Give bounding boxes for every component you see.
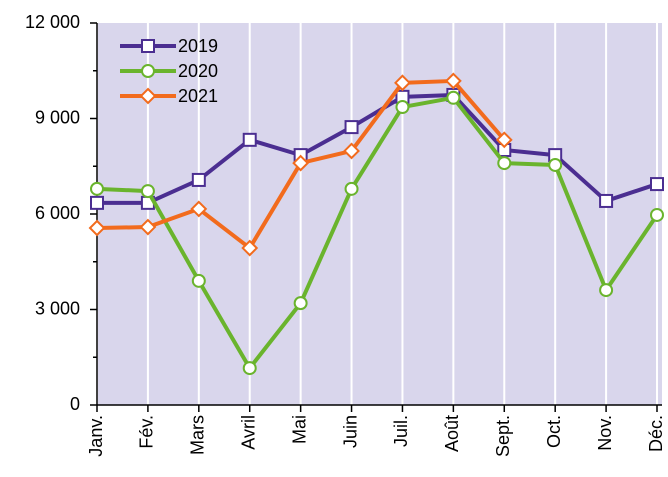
y-tick-label: 6 000: [35, 203, 80, 223]
y-tick-label: 3 000: [35, 298, 80, 318]
marker: [141, 64, 155, 78]
x-tick-label: Déc.: [646, 415, 666, 452]
marker: [141, 39, 155, 53]
y-tick-label: 12 000: [25, 12, 80, 32]
legend-label: 2021: [178, 86, 218, 106]
marker: [292, 154, 310, 172]
x-tick-label: Mars: [188, 415, 208, 455]
marker: [90, 181, 104, 196]
x-tick-label: Oct.: [544, 415, 564, 448]
marker: [293, 296, 308, 311]
x-tick-label: Janv.: [86, 415, 106, 457]
marker: [650, 177, 664, 192]
x-tick-label: Fév.: [137, 415, 157, 449]
x-tick-label: Sept.: [493, 415, 513, 457]
legend-label: 2019: [178, 36, 218, 56]
x-tick-label: Nov.: [595, 415, 615, 451]
series: [90, 90, 664, 376]
marker: [446, 90, 461, 105]
marker: [190, 200, 208, 218]
x-tick-label: Août: [442, 415, 462, 452]
legend-label: 2020: [178, 61, 218, 81]
x-tick-label: Juil.: [391, 415, 411, 447]
marker: [599, 283, 614, 298]
marker: [548, 157, 563, 172]
marker: [344, 181, 359, 196]
marker: [495, 131, 513, 149]
x-tick-label: Mai: [289, 415, 309, 444]
x-tick-label: Juin: [340, 415, 360, 448]
marker: [140, 184, 155, 199]
marker: [599, 193, 614, 208]
marker: [139, 87, 157, 105]
marker: [444, 72, 462, 90]
y-tick-label: 9 000: [35, 107, 80, 127]
marker: [344, 120, 359, 135]
marker: [241, 239, 259, 257]
marker: [191, 273, 206, 288]
marker: [343, 142, 360, 160]
marker: [395, 100, 410, 115]
marker: [242, 132, 257, 147]
x-tick-label: Avril: [238, 415, 258, 450]
series: [88, 72, 513, 257]
marker: [242, 361, 257, 376]
series-line: [96, 95, 659, 371]
plot-area: [97, 23, 662, 405]
marker: [650, 207, 664, 222]
marker: [88, 219, 106, 237]
y-tick-label: 0: [70, 394, 80, 414]
series-line: [97, 92, 658, 205]
marker: [394, 74, 411, 92]
marker: [497, 156, 512, 171]
marker: [90, 195, 104, 210]
marker: [191, 172, 206, 187]
marker: [139, 218, 157, 236]
